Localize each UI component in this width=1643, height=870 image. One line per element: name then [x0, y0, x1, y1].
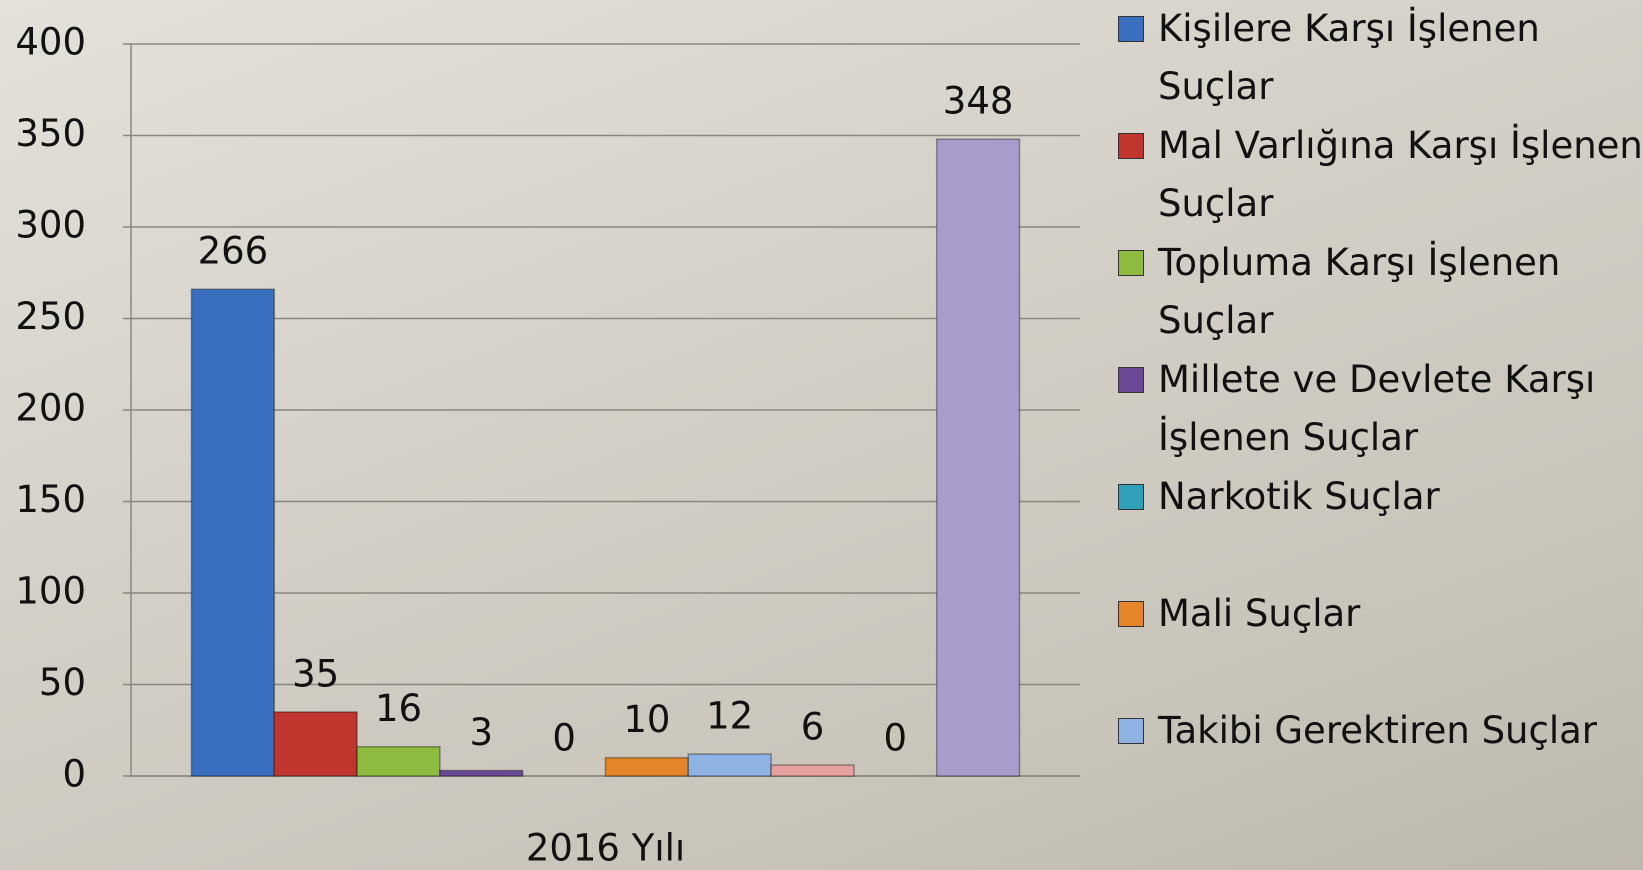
y-tick-label: 350: [15, 112, 86, 155]
legend-swatch: [1118, 367, 1144, 393]
y-tick-label: 0: [62, 753, 86, 796]
page: 0501001502002503003504002016 Yılı2663516…: [0, 0, 1643, 870]
value-label: 10: [623, 698, 670, 741]
bar: [357, 747, 440, 776]
legend-label: Kişilere Karşı İşlenen Suçlar: [1158, 0, 1643, 116]
y-tick-label: 50: [39, 661, 86, 704]
y-tick-label: 400: [15, 21, 86, 64]
legend-swatch: [1118, 601, 1144, 627]
value-label: 6: [801, 706, 825, 749]
legend-label: Topluma Karşı İşlenen Suçlar: [1158, 234, 1643, 350]
value-label: 0: [884, 717, 908, 760]
legend-entry: Mali Suçlar: [1118, 585, 1643, 702]
legend-swatch: [1118, 250, 1144, 276]
legend-swatch: [1118, 133, 1144, 159]
legend-entry: Mal Varlığına Karşı İşlenen Suçlar: [1118, 117, 1643, 234]
legend-entry: Millete ve Devlete Karşı İşlenen Suçlar: [1118, 351, 1643, 468]
y-tick-label: 200: [15, 387, 86, 430]
y-tick-label: 300: [15, 204, 86, 247]
legend-label: Millete ve Devlete Karşı İşlenen Suçlar: [1158, 351, 1643, 467]
y-tick-label: 250: [15, 295, 86, 338]
legend-label: Mal Varlığına Karşı İşlenen Suçlar: [1158, 117, 1643, 233]
legend-label: Takibi Gerektiren Suçlar: [1158, 702, 1597, 760]
bar: [192, 289, 275, 776]
value-label: 348: [943, 80, 1014, 123]
value-label: 0: [552, 717, 576, 760]
y-tick-label: 100: [15, 570, 86, 613]
legend-label: Narkotik Suçlar: [1158, 468, 1440, 526]
legend-swatch: [1118, 484, 1144, 510]
legend-swatch: [1118, 718, 1144, 744]
bar: [440, 771, 523, 776]
bar: [606, 758, 689, 776]
legend-entry: Kişilere Karşı İşlenen Suçlar: [1118, 0, 1643, 117]
value-label: 266: [198, 230, 269, 273]
value-label: 3: [470, 711, 494, 754]
legend-entry: Narkotik Suçlar: [1118, 468, 1643, 585]
bar: [771, 765, 854, 776]
legend-entry: Topluma Karşı İşlenen Suçlar: [1118, 234, 1643, 351]
value-label: 12: [706, 695, 753, 738]
legend-label: Mali Suçlar: [1158, 585, 1360, 643]
bar: [937, 139, 1020, 776]
x-tick-label: 2016 Yılı: [526, 827, 685, 870]
bar: [688, 754, 771, 776]
bar: [274, 712, 357, 776]
value-label: 35: [292, 652, 339, 695]
legend-swatch: [1118, 16, 1144, 42]
value-label: 16: [375, 687, 422, 730]
legend-entry: Takibi Gerektiren Suçlar: [1118, 702, 1643, 819]
y-tick-label: 150: [15, 478, 86, 521]
